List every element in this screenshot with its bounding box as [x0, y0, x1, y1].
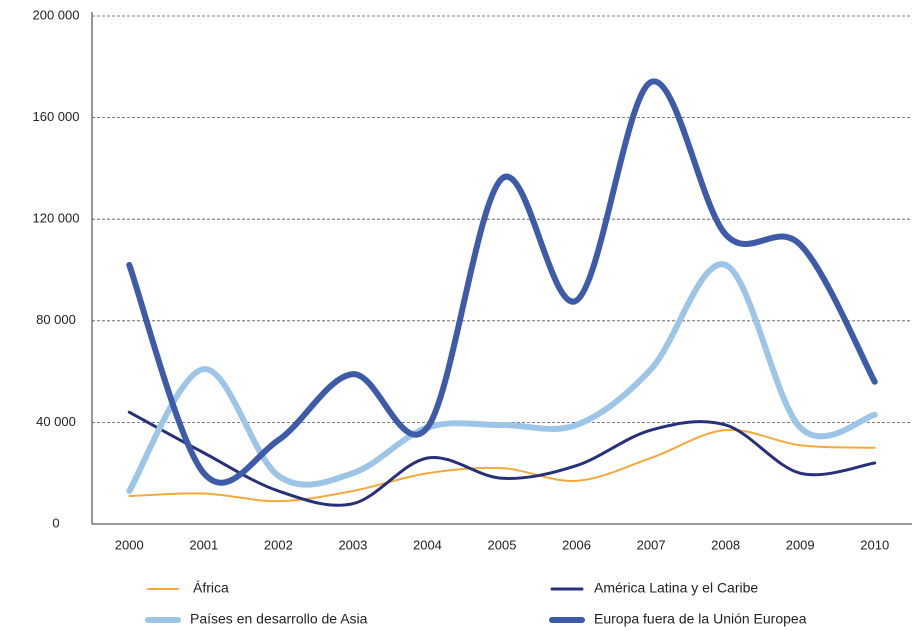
- y-tick-label: 80 000: [36, 312, 76, 327]
- x-tick-label: 2001: [189, 537, 218, 552]
- y-tick-label: 200 000: [33, 7, 80, 22]
- x-tick-label: 2004: [413, 537, 442, 552]
- x-tick-label: 2007: [637, 537, 666, 552]
- legend-label: África: [193, 580, 229, 596]
- x-tick-label: 2002: [264, 537, 293, 552]
- series-line: [127, 410, 877, 507]
- x-tick-label: 2008: [711, 537, 740, 552]
- x-tick-label: 2003: [338, 537, 367, 552]
- series-line: [128, 428, 876, 503]
- x-tick-label: 2005: [488, 537, 517, 552]
- legend-label: América Latina y el Caribe: [594, 580, 758, 596]
- legend-label: Europa fuera de la Unión Europea: [594, 611, 807, 627]
- x-tick-label: 2000: [115, 537, 144, 552]
- y-tick-label: 120 000: [33, 211, 80, 226]
- series-line: [126, 261, 878, 494]
- x-tick-label: 2006: [562, 537, 591, 552]
- series-line: [126, 78, 878, 486]
- legend-label: Países en desarrollo de Asia: [190, 611, 368, 627]
- x-tick-label: 2009: [786, 537, 815, 552]
- x-tick-label: 2010: [860, 537, 889, 552]
- y-tick-label: 160 000: [33, 109, 80, 124]
- y-tick-label: 0: [52, 515, 59, 530]
- y-tick-label: 40 000: [36, 414, 76, 429]
